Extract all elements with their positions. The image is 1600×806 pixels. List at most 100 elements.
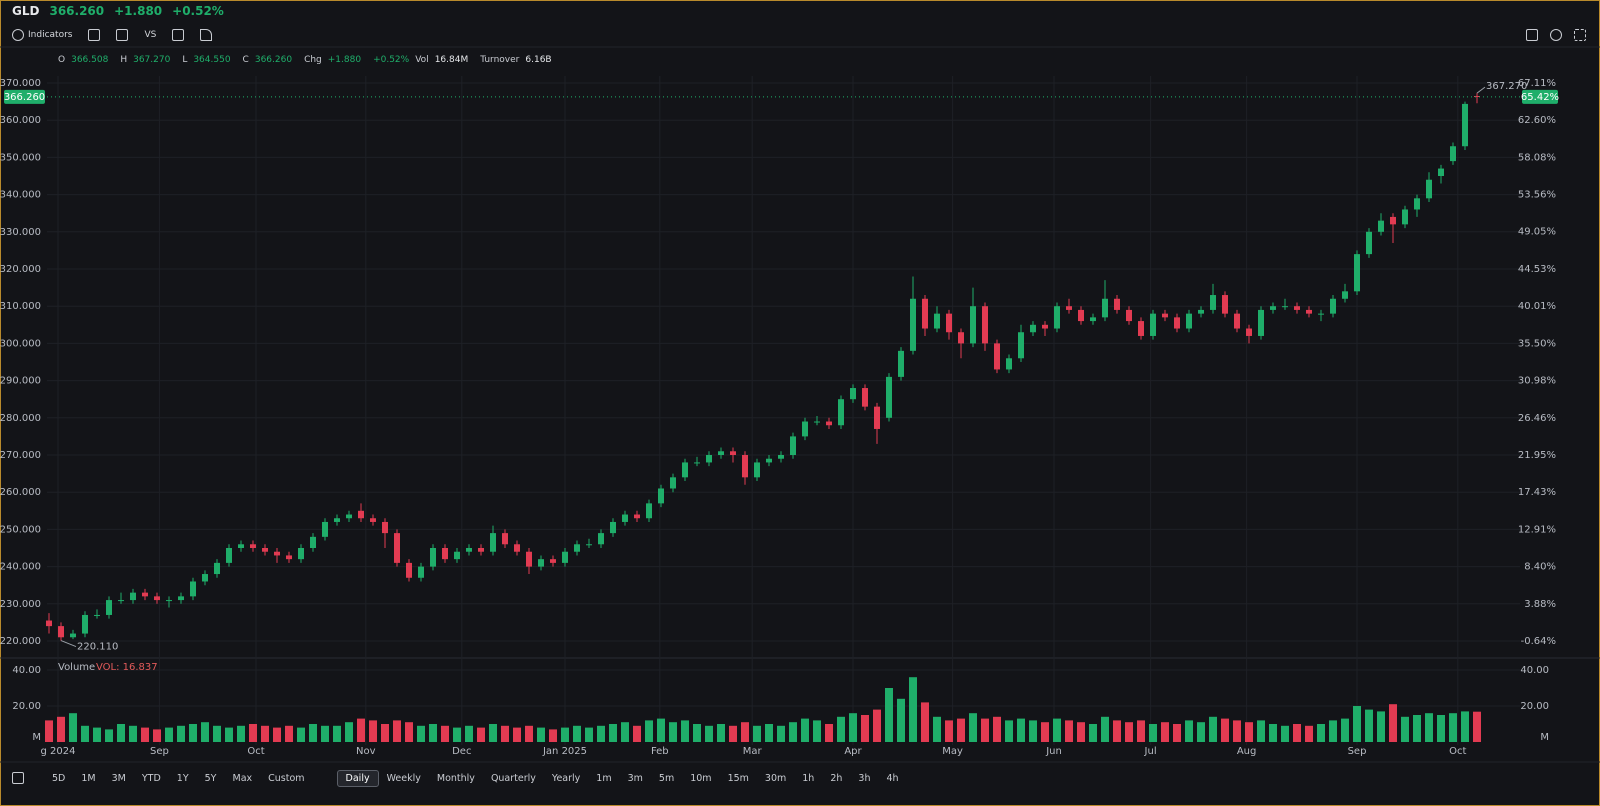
period-button[interactable]: 1Y xyxy=(176,772,189,784)
candle-body xyxy=(1198,309,1204,314)
indicators-button[interactable]: Indicators xyxy=(12,29,72,41)
candle-body xyxy=(286,555,292,560)
x-tick-label: Jan 2025 xyxy=(542,746,587,757)
candle-body xyxy=(1414,198,1420,210)
volume-bar xyxy=(249,724,257,742)
candle-body xyxy=(1114,298,1120,310)
volume-bar xyxy=(489,724,497,742)
screenshot-button[interactable] xyxy=(1526,29,1538,41)
candle-body xyxy=(778,455,784,459)
compare-button[interactable] xyxy=(172,29,185,41)
period-button[interactable]: 5m xyxy=(658,772,675,784)
volume-tick-label: 40.00 xyxy=(1520,665,1549,676)
candle-body xyxy=(826,421,832,426)
volume-bar xyxy=(609,724,617,742)
period-button[interactable]: Quarterly xyxy=(490,772,536,784)
volume-bar xyxy=(897,698,905,742)
period-button[interactable]: 3M xyxy=(111,772,126,784)
volume-bar xyxy=(1113,720,1121,742)
candle-body xyxy=(1174,317,1180,329)
last-price-badge xyxy=(4,89,45,104)
volume-bar xyxy=(597,725,605,742)
candle-body xyxy=(430,548,436,567)
period-button[interactable]: 2h xyxy=(830,772,843,784)
vs-button[interactable]: VS xyxy=(144,30,157,40)
period-button[interactable]: 10m xyxy=(690,772,712,784)
volume-bar xyxy=(921,702,929,742)
volume-bar xyxy=(1377,711,1385,742)
y-tick-label: 310.000 xyxy=(0,301,41,312)
period-button[interactable]: 3m xyxy=(627,772,643,784)
candle-body xyxy=(46,620,52,627)
y2-tick-label: 8.40% xyxy=(1524,562,1556,573)
candle-body xyxy=(1258,309,1264,336)
toolbar: Indicators VS xyxy=(12,28,213,42)
candle-body xyxy=(898,350,904,377)
volume-bar xyxy=(657,718,665,742)
pct-badge xyxy=(1522,89,1558,104)
period-button[interactable]: Monthly xyxy=(436,772,475,784)
x-tick-label: Aug xyxy=(1237,746,1257,757)
period-button[interactable]: Custom xyxy=(268,772,305,784)
volume-bar xyxy=(1233,720,1241,742)
candle-body xyxy=(1402,209,1408,225)
candle-body xyxy=(1426,179,1432,199)
volume-bar xyxy=(813,720,821,742)
period-button[interactable]: YTD xyxy=(141,772,161,784)
volume-bar xyxy=(693,724,701,742)
layout-button[interactable] xyxy=(12,772,24,784)
candle-body xyxy=(382,521,388,534)
period-button[interactable]: 4h xyxy=(886,772,899,784)
period-button[interactable]: 1h xyxy=(802,772,815,784)
period-button[interactable]: 1m xyxy=(596,772,612,784)
period-button[interactable]: 5D xyxy=(52,772,66,784)
volume-bar xyxy=(705,725,713,742)
volume-bar xyxy=(669,722,677,742)
volume-bar xyxy=(285,725,293,742)
candle-body xyxy=(1330,298,1336,314)
candle-body xyxy=(1186,313,1192,329)
volume-bar xyxy=(1305,725,1313,742)
shape-button[interactable] xyxy=(116,29,129,41)
candle-body xyxy=(838,399,844,426)
symbol: GLD xyxy=(12,4,40,18)
draw-button[interactable] xyxy=(200,29,213,41)
volume-bar xyxy=(393,720,401,742)
period-button[interactable]: Weekly xyxy=(386,772,421,784)
period-button[interactable]: Yearly xyxy=(551,772,581,784)
y2-tick-label: 21.95% xyxy=(1518,450,1556,461)
volume-bar xyxy=(1017,718,1025,742)
candle-body xyxy=(346,514,352,519)
volume-bar xyxy=(1329,720,1337,742)
fullscreen-button[interactable] xyxy=(1574,29,1586,41)
candle-body xyxy=(178,596,184,601)
candle-body xyxy=(850,388,856,400)
volume-bar xyxy=(1293,724,1301,742)
candle-body xyxy=(394,533,400,563)
info-label: L xyxy=(182,55,188,65)
period-button[interactable]: 15m xyxy=(727,772,749,784)
y2-tick-label: 3.88% xyxy=(1524,599,1556,610)
volume-bar xyxy=(681,720,689,742)
volume-bar xyxy=(45,720,53,742)
volume-bar xyxy=(801,718,809,742)
period-button[interactable]: 3h xyxy=(858,772,871,784)
volume-bar xyxy=(1413,715,1421,742)
volume-bar xyxy=(957,718,965,742)
period-button[interactable]: Max xyxy=(232,772,253,784)
period-button[interactable]: Daily xyxy=(336,769,379,787)
candle-body xyxy=(1222,295,1228,314)
settings-button[interactable] xyxy=(1550,29,1562,41)
volume-bar xyxy=(69,713,77,742)
candle-type-button[interactable] xyxy=(88,29,101,41)
x-tick-label: Dec xyxy=(452,746,471,757)
volume-bar xyxy=(1137,720,1145,742)
candle-body xyxy=(1078,309,1084,322)
period-button[interactable]: 1M xyxy=(81,772,96,784)
period-button[interactable]: 5Y xyxy=(204,772,217,784)
candle-body xyxy=(214,562,220,575)
y2-tick-label: 26.46% xyxy=(1518,413,1556,424)
period-button[interactable]: 30m xyxy=(764,772,787,784)
candle-body xyxy=(586,544,592,546)
